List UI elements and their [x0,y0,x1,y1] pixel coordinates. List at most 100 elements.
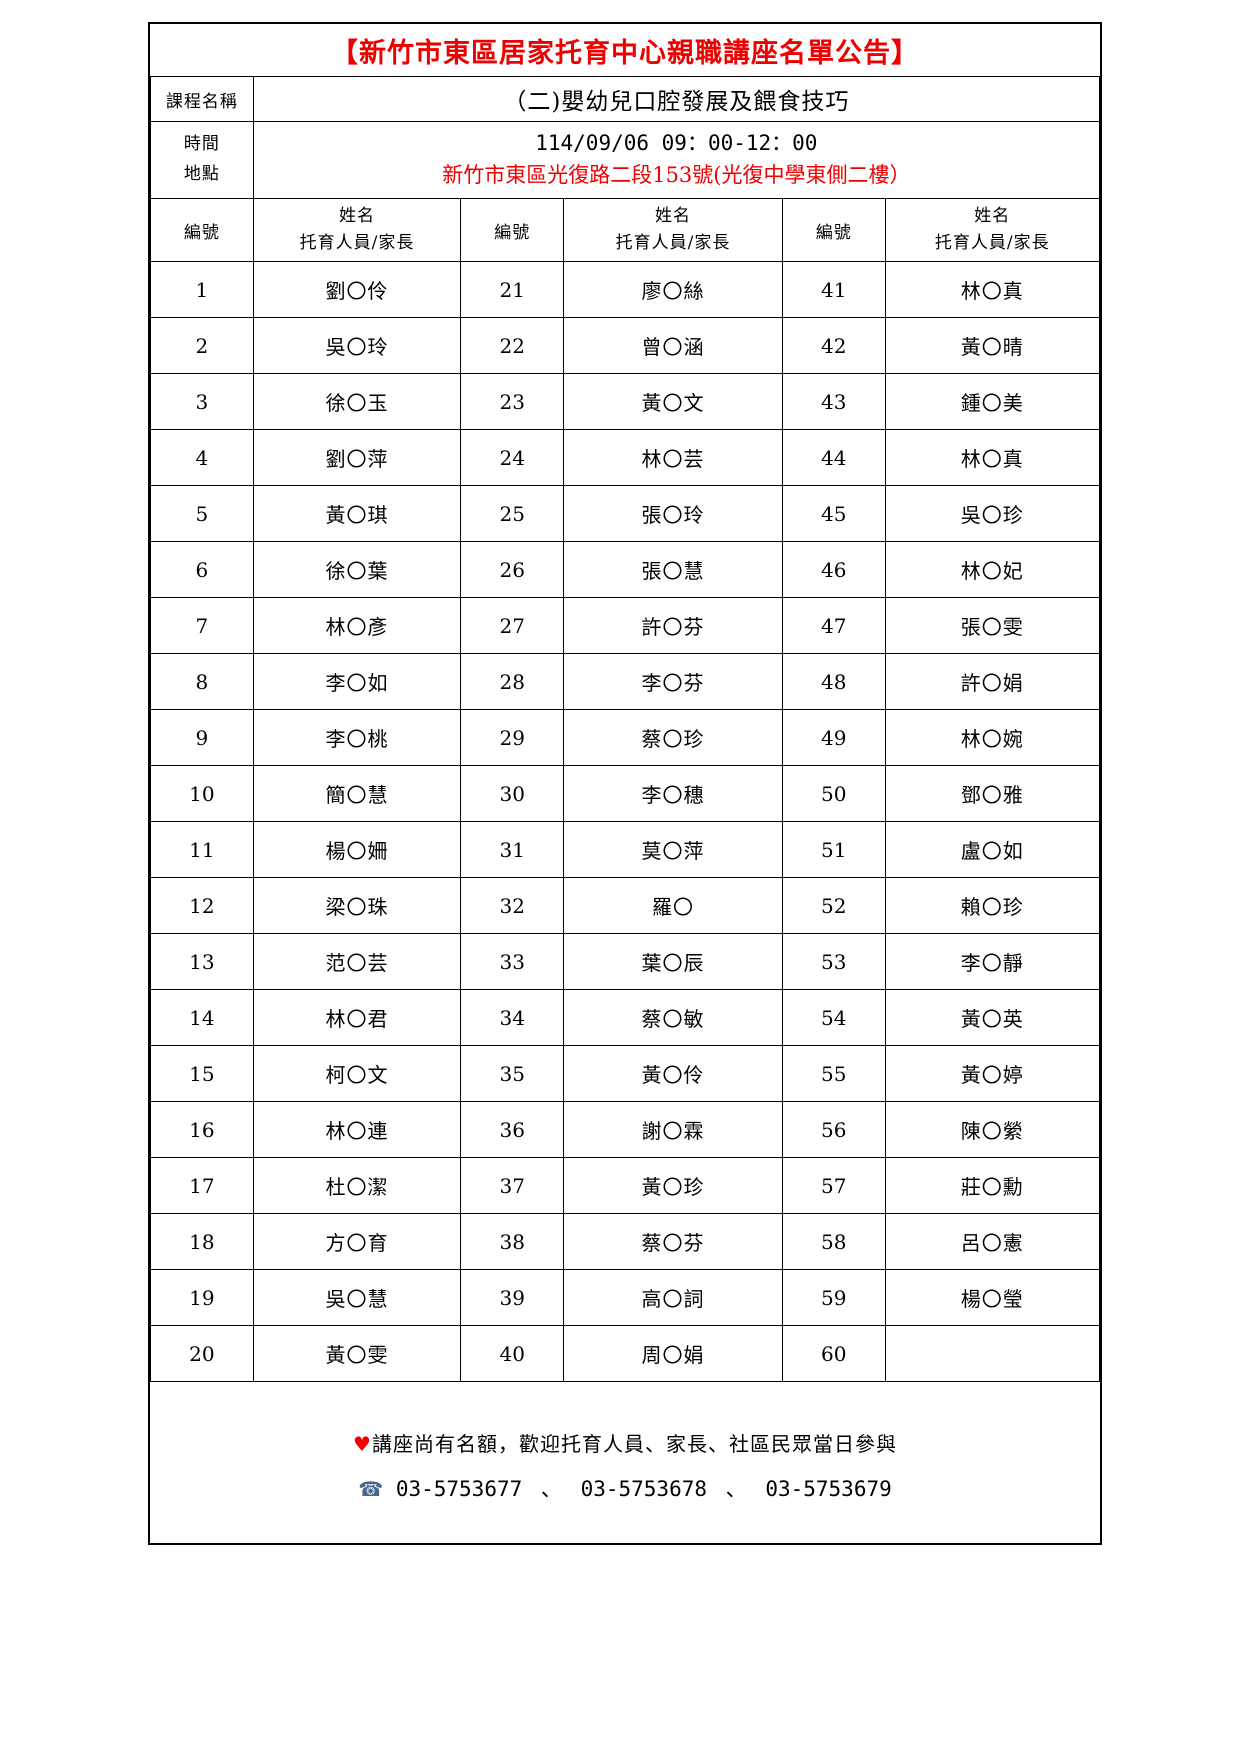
column-header-name-3: 姓名 托育人員/家長 [884,198,1101,262]
participant-id: 34 [460,989,565,1046]
participant-id: 36 [460,1101,565,1158]
participant-id: 27 [460,597,565,654]
participant-id: 40 [460,1325,565,1382]
participant-id: 7 [150,597,254,654]
table-header-row: 編號 姓名 托育人員/家長 編號 姓名 托育人員/家長 編號 姓名 托育人員/家… [150,198,1101,262]
participant-name: 杜〇潔 [252,1157,462,1214]
table-row: 17 杜〇潔 37 黃〇珍 57 莊〇勳 [150,1157,1101,1214]
participant-id: 8 [150,653,254,710]
participant-id: 39 [460,1269,565,1326]
when-where-label: 時間 地點 [150,121,254,199]
participant-id: 42 [781,317,886,374]
participant-name: 盧〇如 [884,821,1101,878]
participant-name: 范〇芸 [252,933,462,990]
participant-name: 羅〇 [563,877,783,934]
participant-id: 6 [150,541,254,598]
location-text: 新竹市東區光復路二段153號(光復中學東側二樓） [442,163,911,188]
table-row: 12 梁〇珠 32 羅〇 52 賴〇珍 [150,877,1101,934]
participant-name: 蔡〇芬 [563,1213,783,1270]
participant-id: 14 [150,989,254,1046]
time-label: 時間 [183,134,220,155]
column-header-name-line2: 托育人員/家長 [934,233,1050,253]
participant-name: 呂〇憲 [884,1213,1101,1270]
table-row: 9 李〇桃 29 蔡〇珍 49 林〇婉 [150,709,1101,766]
when-where-row: 時間 地點 114/09/06 09：00-12：00 新竹市東區光復路二段15… [150,121,1101,199]
participant-id: 19 [150,1269,254,1326]
participant-name: 許〇芬 [563,597,783,654]
table-row: 8 李〇如 28 李〇芬 48 許〇娟 [150,653,1101,710]
column-header-name-line2: 托育人員/家長 [615,233,731,253]
participant-name: 徐〇葉 [252,541,462,598]
participant-name: 莫〇萍 [563,821,783,878]
participant-id: 20 [150,1325,254,1382]
participant-id: 4 [150,429,254,486]
column-header-name-line1: 姓名 [654,205,691,226]
participant-name: 張〇雯 [884,597,1101,654]
participant-name: 高〇詞 [563,1269,783,1326]
participant-id: 48 [781,653,886,710]
participant-id: 51 [781,821,886,878]
participant-name: 簡〇慧 [252,765,462,822]
participant-id: 46 [781,541,886,598]
participant-name: 林〇連 [252,1101,462,1158]
participant-id: 5 [150,485,254,542]
participant-name: 林〇芸 [563,429,783,486]
announcement-table: 【新竹市東區居家托育中心親職講座名單公告】 課程名稱 （二)嬰幼兒口腔發展及餵食… [150,24,1101,1382]
participant-name: 李〇如 [252,653,462,710]
participant-id: 33 [460,933,565,990]
participant-name: 林〇妃 [884,541,1101,598]
participant-id: 13 [150,933,254,990]
participant-id: 31 [460,821,565,878]
participant-name: 方〇育 [252,1213,462,1270]
participant-id: 41 [781,261,886,318]
participant-id: 26 [460,541,565,598]
participant-name: 李〇桃 [252,709,462,766]
participant-id: 12 [150,877,254,934]
table-row: 7 林〇彥 27 許〇芬 47 張〇雯 [150,597,1101,654]
participant-id: 43 [781,373,886,430]
participant-name: 鄧〇雅 [884,765,1101,822]
column-header-name-2: 姓名 托育人員/家長 [563,198,783,262]
course-value: （二)嬰幼兒口腔發展及餵食技巧 [252,76,1101,122]
table-row: 19 吳〇慧 39 高〇詞 59 楊〇瑩 [150,1269,1101,1326]
table-row: 15 柯〇文 35 黃〇伶 55 黃〇婷 [150,1045,1101,1102]
participant-name: 黃〇文 [563,373,783,430]
table-row: 11 楊〇姍 31 莫〇萍 51 盧〇如 [150,821,1101,878]
participant-name: 黃〇伶 [563,1045,783,1102]
table-row: 14 林〇君 34 蔡〇敏 54 黃〇英 [150,989,1101,1046]
phone-separator: 、 [725,1477,747,1501]
participant-name: 張〇慧 [563,541,783,598]
participant-name: 廖〇絲 [563,261,783,318]
participant-name: 黃〇琪 [252,485,462,542]
datetime-text: 114/09/06 09：00-12：00 [535,130,818,155]
participant-id: 32 [460,877,565,934]
participant-name: 陳〇縈 [884,1101,1101,1158]
participant-name: 李〇穗 [563,765,783,822]
participant-id: 59 [781,1269,886,1326]
participant-name: 周〇娟 [563,1325,783,1382]
contact-phones: ☎ 03-5753677 、 03-5753678 、 03-5753679 [150,1473,1100,1503]
table-row: 20 黃〇雯 40 周〇娟 60 [150,1325,1101,1382]
page-title: 【新竹市東區居家托育中心親職講座名單公告】 [150,24,1100,77]
phone-number-2: 03-5753678 [580,1477,707,1501]
participant-name: 曾〇涵 [563,317,783,374]
participant-name [884,1325,1101,1382]
participant-id: 47 [781,597,886,654]
participant-name: 賴〇珍 [884,877,1101,934]
location-label: 地點 [183,164,220,184]
participant-name: 梁〇珠 [252,877,462,934]
participant-id: 16 [150,1101,254,1158]
participant-id: 45 [781,485,886,542]
participant-name: 林〇真 [884,261,1101,318]
participant-name: 黃〇婷 [884,1045,1101,1102]
availability-notice: ♥講座尚有名額，歡迎托育人員、家長、社區民眾當日參與 [150,1428,1100,1457]
participant-id: 18 [150,1213,254,1270]
table-row: 6 徐〇葉 26 張〇慧 46 林〇妃 [150,541,1101,598]
participant-id: 15 [150,1045,254,1102]
participant-id: 21 [460,261,565,318]
participant-name: 蔡〇珍 [563,709,783,766]
participant-name: 黃〇晴 [884,317,1101,374]
participant-id: 3 [150,373,254,430]
participant-name: 張〇玲 [563,485,783,542]
